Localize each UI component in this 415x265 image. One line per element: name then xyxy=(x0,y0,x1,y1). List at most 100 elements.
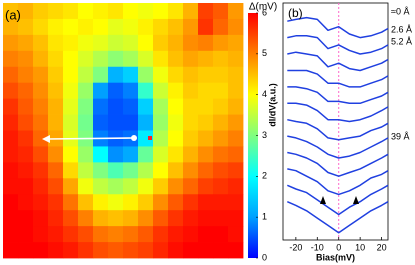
heatmap-cell xyxy=(123,34,139,52)
heatmap-cell xyxy=(3,162,19,179)
heatmap-cell xyxy=(93,82,109,100)
heatmap-cell xyxy=(48,178,64,195)
spectrum-line xyxy=(287,151,389,177)
heatmap-cell xyxy=(168,162,184,179)
heatmap-cell xyxy=(48,146,64,163)
heatmap-cell xyxy=(198,242,214,259)
heatmap-cell xyxy=(93,34,109,52)
heatmap-cell xyxy=(78,18,94,36)
heatmap-cell xyxy=(108,210,124,227)
heatmap-cell xyxy=(108,242,124,259)
heatmap-cell xyxy=(123,50,139,68)
heatmap-cell xyxy=(153,162,169,179)
heatmap-cell xyxy=(183,178,199,195)
heatmap-cell xyxy=(123,18,139,36)
distance-label: 2.6 Å xyxy=(391,24,412,34)
heatmap-cell xyxy=(183,226,199,243)
arrow-origin xyxy=(131,135,137,141)
heatmap-cell xyxy=(63,3,79,20)
heatmap-cell xyxy=(153,178,169,195)
spectrum-line xyxy=(287,69,389,88)
heatmap-cell xyxy=(93,194,109,211)
heatmap-cell xyxy=(213,146,229,163)
plot-frame xyxy=(282,2,389,241)
heatmap-cell xyxy=(138,50,154,68)
distance-label: 39 Å xyxy=(391,131,410,141)
heatmap-cell xyxy=(153,18,169,36)
heatmap-cell xyxy=(138,18,154,36)
heatmap-cell xyxy=(18,242,34,259)
heatmap-cell xyxy=(213,226,229,243)
heatmap-cell xyxy=(153,114,169,131)
heatmap-cell xyxy=(18,114,34,131)
heatmap-cell xyxy=(168,50,184,68)
heatmap-cell xyxy=(18,98,34,115)
heatmap-cell xyxy=(138,242,154,259)
heatmap-cell xyxy=(108,178,124,195)
heatmap-cell xyxy=(213,50,229,68)
heatmap-cell xyxy=(228,34,244,52)
heatmap-cell xyxy=(123,210,139,227)
heatmap-cell xyxy=(78,3,94,20)
heatmap-cell xyxy=(3,82,19,100)
heatmap-cell xyxy=(183,114,199,131)
heatmap-cell xyxy=(138,146,154,163)
heatmap-cell xyxy=(228,50,244,68)
spectrum-line xyxy=(287,184,389,216)
heatmap-cell xyxy=(213,82,229,100)
colorbar-tick-label: 5 xyxy=(262,48,267,58)
heatmap-cell xyxy=(153,3,169,20)
heatmap-cell xyxy=(108,18,124,36)
heatmap-cell xyxy=(18,50,34,68)
heatmap-cell xyxy=(213,66,229,84)
panel-label: (a) xyxy=(5,7,21,22)
colorbar-tick-label: 3 xyxy=(262,130,267,140)
heatmap-cell xyxy=(198,194,214,211)
heatmap-cell xyxy=(108,194,124,211)
heatmap-cell xyxy=(168,18,184,36)
heatmap-cell xyxy=(33,82,49,100)
heatmap-cell xyxy=(198,18,214,36)
heatmap-cell xyxy=(168,226,184,243)
heatmap-cell xyxy=(3,130,19,147)
heatmap-cell xyxy=(198,3,214,20)
heatmap-cell xyxy=(3,50,19,68)
heatmap-cell xyxy=(228,130,244,147)
heatmap-cell xyxy=(48,194,64,211)
heatmap-cell xyxy=(213,178,229,195)
heatmap-cell xyxy=(168,82,184,100)
heatmap-cell xyxy=(183,50,199,68)
heatmap-cell xyxy=(138,34,154,52)
heatmap-cell xyxy=(3,210,19,227)
heatmap-cell xyxy=(48,114,64,131)
heatmap-cell xyxy=(123,226,139,243)
heatmap-cell xyxy=(198,114,214,131)
heatmap-cell xyxy=(18,226,34,243)
heatmap-cell xyxy=(48,162,64,179)
heatmap-cell xyxy=(183,130,199,147)
x-tick-label: -10 xyxy=(311,242,324,252)
heatmap-cell xyxy=(93,162,109,179)
heatmap-cell xyxy=(108,146,124,163)
heatmap-cell xyxy=(153,98,169,115)
heatmap-cell xyxy=(3,3,19,20)
heatmap-cell xyxy=(3,66,19,84)
heatmap-cell xyxy=(183,242,199,259)
heatmap-cell xyxy=(183,18,199,36)
heatmap-cell xyxy=(228,114,244,131)
heatmap-cell xyxy=(48,82,64,100)
heatmap-cell xyxy=(78,50,94,68)
y-axis-label: dI/dV(a.u.) xyxy=(267,83,277,127)
heatmap-cell xyxy=(93,178,109,195)
heatmap-cell xyxy=(153,82,169,100)
heatmap-cell xyxy=(228,210,244,227)
heatmap-cell xyxy=(153,34,169,52)
arrow-head xyxy=(42,135,50,143)
heatmap-cell xyxy=(33,3,49,20)
heatmap-cell xyxy=(123,66,139,84)
heatmap-cell xyxy=(63,50,79,68)
heatmap-cell xyxy=(63,242,79,259)
heatmap-cell xyxy=(198,162,214,179)
